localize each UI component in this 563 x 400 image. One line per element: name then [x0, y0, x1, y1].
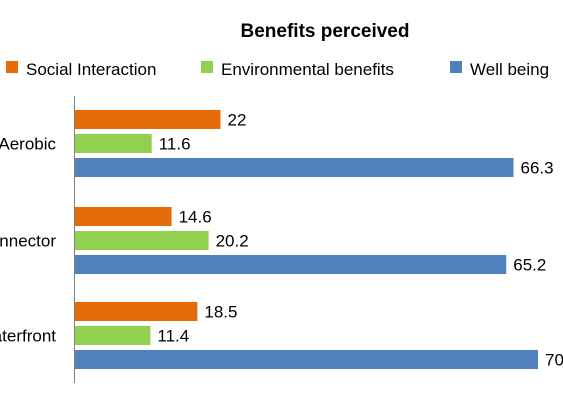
- bar-waterfront-well-being: [75, 350, 538, 369]
- data-label-aerobic-environmental-benefits: 11.6: [159, 135, 191, 154]
- bar-waterfront-social-interaction: [75, 302, 198, 321]
- legend-swatch-social-interaction: [6, 61, 18, 73]
- data-label-waterfront-well-being: 70: [545, 351, 563, 370]
- category-label-waterfront: Waterfront: [0, 327, 56, 346]
- legend: Social Interaction Environmental benefits…: [6, 60, 549, 79]
- bar-connector-social-interaction: [75, 207, 172, 226]
- legend-swatch-environmental-benefits: [201, 61, 213, 73]
- category-labels: Aerobic Connector Waterfront: [0, 135, 57, 346]
- bar-aerobic-well-being: [75, 158, 514, 177]
- bars: [75, 110, 538, 369]
- bar-aerobic-environmental-benefits: [75, 134, 152, 153]
- data-labels: 22 11.6 66.3 14.620.2 65.2 18.5 11.4 70: [157, 111, 563, 370]
- data-label-waterfront-social-interaction: 18.5: [204, 303, 237, 322]
- chart-title: Benefits perceived: [241, 21, 410, 42]
- bar-waterfront-environmental-benefits: [75, 326, 151, 345]
- category-label-aerobic: Aerobic: [0, 135, 57, 154]
- legend-label-environmental-benefits: Environmental benefits: [221, 60, 394, 79]
- bar-aerobic-social-interaction: [75, 110, 221, 129]
- category-label-connector: Connector: [0, 232, 56, 251]
- data-label-connector-well-being: 65.2: [513, 256, 546, 275]
- data-label-aerobic-well-being: 66.3: [521, 159, 554, 178]
- legend-label-social-interaction: Social Interaction: [26, 60, 156, 79]
- data-label-connector-environmental-benefits: 20.2: [216, 232, 249, 251]
- legend-label-well-being: Well being: [470, 60, 549, 79]
- data-label-aerobic-social-interaction: 22: [228, 111, 247, 130]
- bar-connector-environmental-benefits: [75, 231, 209, 250]
- data-label-waterfront-environmental-benefits: 11.4: [157, 327, 189, 346]
- bar-connector-well-being: [75, 255, 507, 274]
- data-label-connector-social-interaction: 14.6: [179, 208, 212, 227]
- legend-swatch-well-being: [450, 61, 462, 73]
